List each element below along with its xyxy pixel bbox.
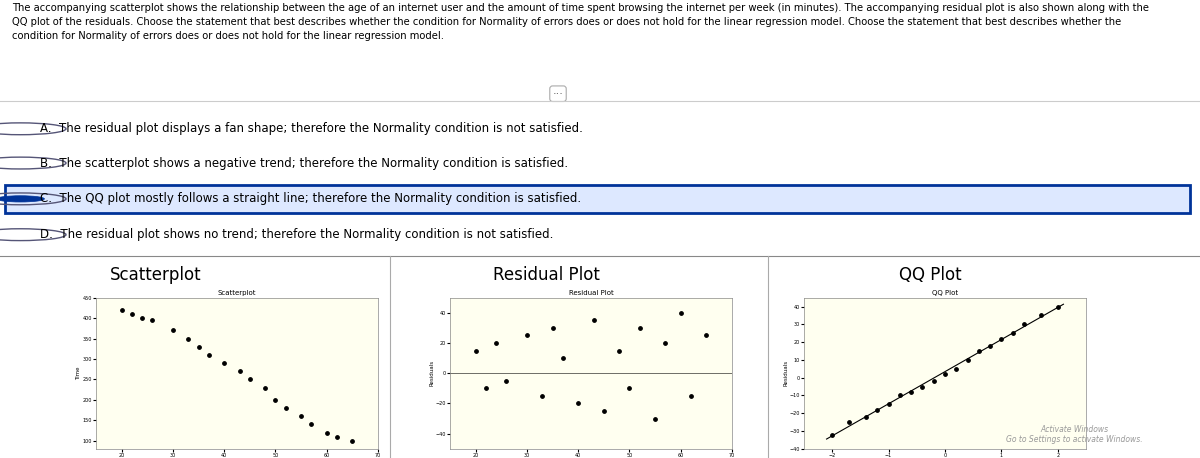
Text: B.  The scatterplot shows a negative trend; therefore the Normality condition is: B. The scatterplot shows a negative tren… [40,157,568,169]
Point [533,392,552,399]
Y-axis label: Time: Time [76,366,82,380]
Point [569,400,588,407]
Point [188,343,208,350]
Point [655,339,674,347]
Point [958,356,977,364]
Point [697,332,716,339]
FancyBboxPatch shape [5,185,1190,213]
Point [132,315,151,322]
Text: C.  The QQ plot mostly follows a straight line; therefore the Normality conditio: C. The QQ plot mostly follows a straight… [40,192,581,205]
Point [328,433,347,440]
Y-axis label: Residuals: Residuals [784,360,788,387]
Point [936,371,955,378]
Point [646,415,665,422]
Text: Activate Windows
Go to Settings to activate Windows.: Activate Windows Go to Settings to activ… [1006,425,1142,444]
Point [317,429,336,436]
Point [671,309,690,316]
Point [823,431,842,438]
Point [466,347,485,354]
Point [553,354,572,362]
Y-axis label: Residuals: Residuals [430,360,434,387]
Point [517,332,536,339]
Point [857,413,876,420]
Point [122,311,142,318]
Point [143,316,162,324]
Text: D.  The residual plot shows no trend; therefore the Normality condition is not s: D. The residual plot shows no trend; the… [40,228,553,241]
Point [199,351,218,359]
Point [497,377,516,385]
Point [991,335,1010,342]
Point [970,347,989,354]
Point [1003,330,1022,337]
Title: QQ Plot: QQ Plot [932,290,958,296]
Point [215,360,234,367]
Point [890,392,910,399]
Point [901,388,920,396]
Point [947,365,966,372]
Title: Residual Plot: Residual Plot [569,290,613,296]
Point [610,347,629,354]
Text: ···: ··· [552,89,564,99]
Text: Scatterplot: Scatterplot [110,266,202,284]
Point [266,396,286,403]
Point [620,385,640,392]
Point [840,419,859,426]
Circle shape [0,196,44,202]
Point [476,385,496,392]
Point [878,401,898,408]
Point [486,339,505,347]
Point [924,377,943,385]
Point [240,376,259,383]
Point [1014,321,1033,328]
Point [301,420,320,428]
Point [292,413,311,420]
Point [868,406,887,414]
Text: The accompanying scatterplot shows the relationship between the age of an intern: The accompanying scatterplot shows the r… [12,3,1150,41]
Point [980,342,1000,349]
Title: Scatterplot: Scatterplot [217,290,257,296]
Point [230,368,250,375]
Text: A.  The residual plot displays a fan shape; therefore the Normality condition is: A. The residual plot displays a fan shap… [40,122,582,135]
Point [1031,312,1050,319]
Point [163,327,182,334]
Point [542,324,562,332]
Point [630,324,649,332]
Point [256,384,275,391]
Point [276,404,295,412]
Point [913,383,932,390]
Point [179,335,198,342]
Point [1049,303,1068,310]
Point [112,306,131,314]
Text: QQ Plot: QQ Plot [899,266,961,284]
Point [594,408,613,415]
Point [343,437,362,444]
Point [682,392,701,399]
Text: Residual Plot: Residual Plot [492,266,600,284]
Point [584,317,604,324]
